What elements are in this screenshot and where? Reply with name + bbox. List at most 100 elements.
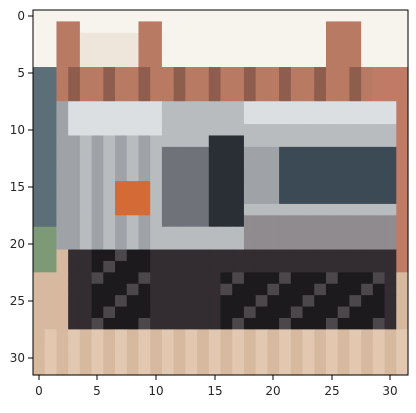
pixel-cell	[220, 181, 233, 194]
pixel-cell	[56, 238, 69, 251]
pixel-cell	[220, 260, 233, 273]
pixel-cell	[232, 317, 245, 330]
pixel-cell	[325, 21, 339, 34]
pixel-cell	[44, 181, 58, 194]
pixel-cell	[255, 329, 268, 342]
pixel-cell	[243, 226, 257, 239]
pixel-cell	[243, 32, 257, 45]
pixel-cell	[91, 55, 104, 68]
pixel-cell	[103, 340, 116, 353]
pixel-cell	[126, 215, 140, 228]
pixel-cell	[314, 32, 327, 45]
pixel-cell	[173, 272, 186, 285]
pixel-cell	[208, 146, 222, 159]
pixel-cell	[384, 32, 397, 45]
pixel-cell	[384, 124, 397, 137]
pixel-cell	[267, 158, 280, 171]
pixel-cell	[150, 21, 163, 34]
pixel-cell	[220, 226, 233, 239]
pixel-cell	[361, 112, 374, 125]
pixel-cell	[314, 21, 327, 34]
pixel-cell	[396, 283, 409, 296]
pixel-cell	[396, 306, 409, 319]
pixel-cell	[208, 260, 222, 273]
pixel-cell	[232, 10, 245, 23]
pixel-cell	[79, 78, 93, 91]
pixel-cell	[68, 10, 81, 23]
pixel-cell	[255, 306, 268, 319]
pixel-cell	[361, 32, 374, 45]
y-tick-label: 30	[10, 351, 25, 365]
pixel-cell	[161, 158, 175, 171]
pixel-cell	[56, 249, 69, 262]
pixel-cell	[208, 283, 222, 296]
pixel-cell	[290, 67, 304, 80]
pixel-cell	[255, 238, 268, 251]
pixel-cell	[314, 340, 327, 353]
pixel-cell	[150, 146, 163, 159]
pixel-cell	[337, 192, 351, 205]
pixel-cell	[79, 238, 93, 251]
pixel-cell	[314, 135, 327, 148]
pixel-cell	[372, 67, 386, 80]
pixel-cell	[267, 238, 280, 251]
pixel-cell	[103, 249, 116, 262]
pixel-cell	[79, 158, 93, 171]
x-tick: 10	[148, 375, 164, 398]
pixel-cell	[396, 78, 409, 91]
pixel-cell	[44, 295, 58, 308]
pixel-cell	[361, 101, 374, 114]
pixel-cell	[337, 260, 351, 273]
pixel-cell	[173, 295, 186, 308]
pixel-cell	[161, 295, 175, 308]
pixel-cell	[197, 21, 210, 34]
pixel-cell	[372, 21, 386, 34]
pixel-cell	[337, 158, 351, 171]
pixel-cell	[208, 21, 222, 34]
pixel-cell	[372, 10, 386, 23]
pixel-cell	[150, 203, 163, 216]
pixel-cell	[150, 124, 163, 137]
pixel-cell	[349, 283, 362, 296]
pixel-cell	[161, 67, 175, 80]
pixel-cell	[161, 169, 175, 182]
pixel-cell	[337, 363, 351, 376]
pixel-cell	[173, 112, 186, 125]
pixel-cell	[232, 238, 245, 251]
pixel-cell	[255, 283, 268, 296]
pixel-cell	[33, 192, 46, 205]
pixel-cell	[150, 55, 163, 68]
x-tick: 15	[207, 375, 223, 398]
pixel-cell	[232, 89, 245, 102]
pixel-cell	[325, 169, 339, 182]
pixel-cell	[267, 181, 280, 194]
pixel-cell	[302, 329, 315, 342]
pixel-cell	[44, 78, 58, 91]
pixel-cell	[302, 44, 315, 57]
y-tick: 0	[17, 9, 33, 23]
pixel-cell	[325, 226, 339, 239]
pixel-cell	[290, 295, 304, 308]
pixel-cell	[115, 124, 128, 137]
pixel-cell	[302, 10, 315, 23]
pixel-cell	[290, 146, 304, 159]
pixel-cell	[185, 55, 198, 68]
x-tick-label: 5	[93, 384, 101, 398]
pixel-cell	[349, 158, 362, 171]
pixel-cell	[44, 146, 58, 159]
pixel-cell	[349, 55, 362, 68]
pixel-cell	[138, 10, 151, 23]
pixel-cell	[161, 317, 175, 330]
pixel-cell	[115, 352, 128, 365]
pixel-cell	[208, 192, 222, 205]
pixel-cell	[68, 215, 81, 228]
pixel-cell	[337, 203, 351, 216]
pixel-cell	[173, 124, 186, 137]
pixel-cell	[33, 10, 46, 23]
pixel-cell	[103, 32, 116, 45]
pixel-cell	[267, 260, 280, 273]
pixel-cell	[372, 192, 386, 205]
pixel-cell	[372, 89, 386, 102]
pixel-cell	[161, 203, 175, 216]
pixel-cell	[103, 215, 116, 228]
